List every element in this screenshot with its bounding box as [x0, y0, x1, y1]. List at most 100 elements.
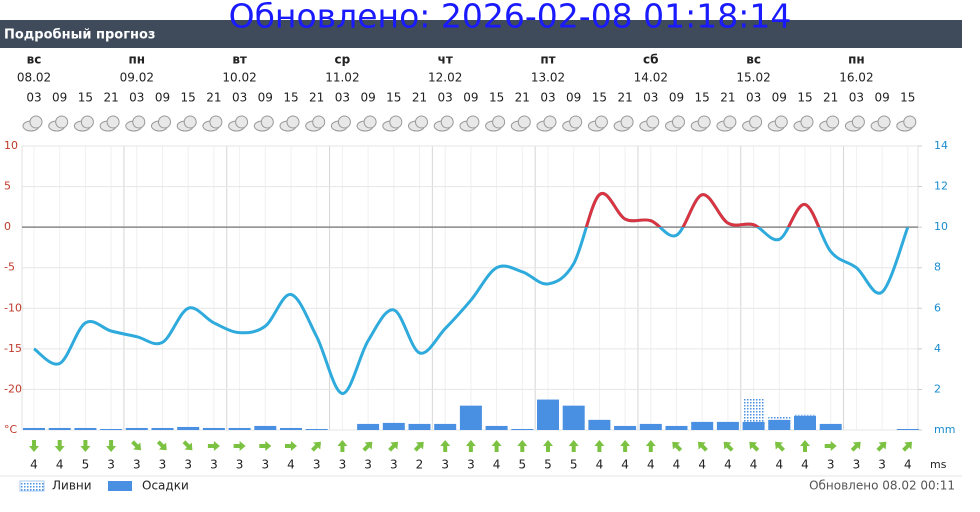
- hour: 03: [746, 91, 761, 105]
- arrow: [697, 441, 708, 452]
- arrow: [131, 440, 142, 451]
- weather-icon: [870, 115, 891, 132]
- cloud: [774, 115, 788, 129]
- arrow: [824, 441, 837, 451]
- weather-icon: [665, 115, 685, 132]
- precip-bar: [382, 422, 405, 430]
- wind-arrow: [697, 441, 708, 452]
- wind-speed: 4: [801, 458, 809, 472]
- wind-speed: 3: [210, 458, 218, 472]
- weather-icon: [896, 115, 917, 132]
- wind-speed: 4: [493, 458, 501, 472]
- arrow: [80, 440, 91, 452]
- weekday: ср: [335, 53, 351, 67]
- y-tick-label: °C: [4, 423, 18, 436]
- hour: 03: [129, 91, 144, 105]
- hour: 15: [283, 91, 298, 105]
- wind-speed: 4: [673, 458, 681, 472]
- hour: 09: [360, 91, 375, 105]
- arrow: [388, 441, 399, 452]
- hour: 21: [412, 91, 427, 105]
- cloud: [543, 115, 557, 129]
- weather-icon: [742, 115, 763, 132]
- wind-speed: 3: [390, 458, 398, 472]
- wind-speed: 3: [853, 458, 861, 472]
- wind-arrow: [131, 440, 142, 451]
- wind-arrow: [517, 440, 528, 452]
- weekday: пн: [848, 53, 865, 67]
- precip-bar: [151, 427, 174, 430]
- weekday: пн: [129, 53, 146, 67]
- y-tick-label: 10: [4, 139, 18, 152]
- arrow: [620, 440, 631, 452]
- wind-speed: 3: [313, 458, 321, 472]
- wind-arrow: [876, 441, 887, 452]
- arrow: [311, 441, 321, 452]
- arrow: [517, 440, 528, 452]
- weather-icon: [844, 115, 865, 132]
- cloud: [183, 115, 197, 129]
- precip-bar: [202, 427, 225, 430]
- wind-arrow: [207, 441, 220, 451]
- hour: 03: [540, 91, 555, 105]
- hour: 15: [797, 91, 812, 105]
- wind-arrow: [568, 440, 579, 452]
- hour: 09: [566, 91, 581, 105]
- legend-label: Ливни: [52, 479, 92, 493]
- cloud: [55, 115, 69, 129]
- hour: 09: [463, 91, 478, 105]
- wind-speed: 2: [416, 458, 424, 472]
- y2-tick-label: mm: [934, 423, 955, 436]
- wind-arrow: [106, 440, 117, 452]
- hour: 15: [592, 91, 607, 105]
- hour: 03: [849, 91, 864, 105]
- y2-tick-label: 12: [934, 180, 948, 193]
- wind-speed: 3: [184, 458, 192, 472]
- weather-icon: [305, 115, 326, 132]
- date: 15.02: [736, 71, 770, 85]
- wind-arrow: [80, 440, 91, 452]
- cloud: [337, 115, 351, 129]
- precip-bar: [254, 425, 277, 430]
- precip-bar: [537, 399, 559, 430]
- wind-speed: 3: [133, 458, 141, 472]
- y2-tick-label: 2: [934, 382, 941, 395]
- wind-speed: 3: [364, 458, 372, 472]
- wind-arrow: [388, 441, 399, 452]
- weather-icon: [690, 115, 711, 132]
- wind-arrow: [902, 441, 913, 452]
- hour: 21: [617, 91, 632, 105]
- weather-icon: [202, 115, 223, 132]
- precip-bar: [23, 427, 45, 430]
- y2-tick-label: 8: [934, 261, 941, 274]
- hour: 15: [489, 91, 504, 105]
- weather-icon: [125, 115, 146, 132]
- weather-icon: [253, 115, 274, 132]
- weekday: чт: [438, 53, 453, 67]
- overlay-title: Обновлено: 2026-02-08 01:18:14: [229, 0, 792, 36]
- precip-bar: [562, 405, 585, 430]
- cloud: [158, 115, 171, 129]
- wind-arrow: [413, 441, 424, 452]
- hour: 21: [720, 91, 735, 105]
- cloud: [569, 115, 583, 129]
- cloud: [749, 115, 763, 129]
- weather-icon: [510, 115, 531, 132]
- hour: 15: [695, 91, 710, 105]
- cloud: [851, 115, 865, 129]
- wind-arrow: [824, 441, 837, 451]
- weather-icon: [587, 115, 608, 132]
- arrow: [645, 440, 656, 452]
- precip-bar: [614, 425, 637, 430]
- temperature-line: [33, 191, 910, 395]
- precip-bar: [768, 419, 791, 430]
- hour: 03: [335, 91, 350, 105]
- wind-arrow: [182, 440, 193, 451]
- wind-speed: 3: [107, 458, 115, 472]
- arrow: [876, 441, 887, 452]
- weather-icon: [176, 115, 197, 132]
- hour: 15: [386, 91, 401, 105]
- cloud: [877, 115, 891, 129]
- wind-speed: 4: [904, 458, 912, 472]
